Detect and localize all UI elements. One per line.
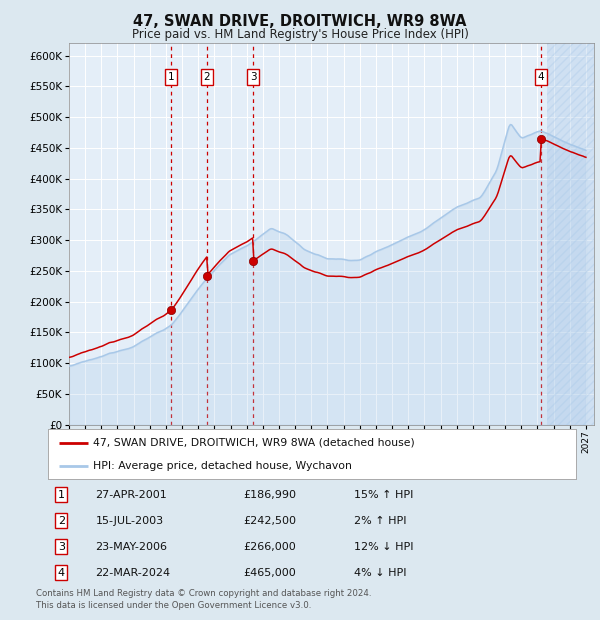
- Text: 15% ↑ HPI: 15% ↑ HPI: [354, 490, 413, 500]
- Text: 15-JUL-2003: 15-JUL-2003: [95, 516, 164, 526]
- Text: 1: 1: [58, 490, 65, 500]
- Bar: [547, 43, 594, 425]
- Text: £186,990: £186,990: [244, 490, 296, 500]
- Text: £266,000: £266,000: [244, 542, 296, 552]
- Text: 22-MAR-2024: 22-MAR-2024: [95, 568, 170, 578]
- Text: 4% ↓ HPI: 4% ↓ HPI: [354, 568, 407, 578]
- Text: 27-APR-2001: 27-APR-2001: [95, 490, 167, 500]
- Text: Contains HM Land Registry data © Crown copyright and database right 2024.: Contains HM Land Registry data © Crown c…: [36, 589, 371, 598]
- Text: 2% ↑ HPI: 2% ↑ HPI: [354, 516, 407, 526]
- Text: 1: 1: [168, 72, 175, 82]
- Text: 4: 4: [538, 72, 544, 82]
- Text: 3: 3: [250, 72, 256, 82]
- Text: HPI: Average price, detached house, Wychavon: HPI: Average price, detached house, Wych…: [93, 461, 352, 471]
- Text: £242,500: £242,500: [244, 516, 296, 526]
- Text: Price paid vs. HM Land Registry's House Price Index (HPI): Price paid vs. HM Land Registry's House …: [131, 28, 469, 41]
- Text: 47, SWAN DRIVE, DROITWICH, WR9 8WA (detached house): 47, SWAN DRIVE, DROITWICH, WR9 8WA (deta…: [93, 438, 415, 448]
- Bar: [547, 43, 594, 425]
- Text: 23-MAY-2006: 23-MAY-2006: [95, 542, 167, 552]
- Text: £465,000: £465,000: [244, 568, 296, 578]
- Text: 2: 2: [58, 516, 65, 526]
- Text: 4: 4: [58, 568, 65, 578]
- Text: 2: 2: [203, 72, 210, 82]
- Text: 47, SWAN DRIVE, DROITWICH, WR9 8WA: 47, SWAN DRIVE, DROITWICH, WR9 8WA: [133, 14, 467, 29]
- Text: 3: 3: [58, 542, 65, 552]
- Text: 12% ↓ HPI: 12% ↓ HPI: [354, 542, 414, 552]
- Text: This data is licensed under the Open Government Licence v3.0.: This data is licensed under the Open Gov…: [36, 601, 311, 611]
